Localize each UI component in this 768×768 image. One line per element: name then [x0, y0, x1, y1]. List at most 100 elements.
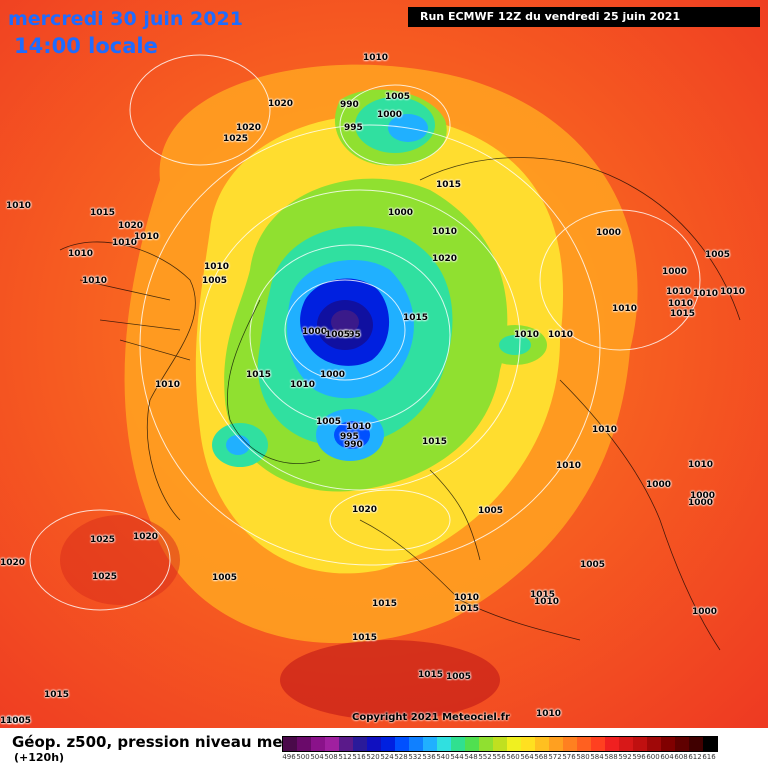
color-scale-value: 612 — [688, 753, 702, 761]
color-scale-value: 508 — [324, 753, 338, 761]
isobar-label: 1020 — [236, 123, 262, 133]
isobar-label: 1010 — [134, 232, 160, 242]
color-scale-value: 496 — [282, 753, 296, 761]
isobar-label: 1010 — [204, 262, 230, 272]
color-scale-value: 608 — [674, 753, 688, 761]
forecast-date: mercredi 30 juin 2021 — [8, 8, 243, 30]
color-scale-value: 544 — [450, 753, 464, 761]
color-scale-value: 532 — [408, 753, 422, 761]
color-scale-value: 592 — [618, 753, 632, 761]
isobar-label: 1005 — [316, 417, 342, 427]
isobar-label: 1005 — [446, 672, 472, 682]
isobar-label: 1005 — [478, 506, 504, 516]
color-scale-swatch — [395, 737, 409, 751]
color-scale-value: 560 — [506, 753, 520, 761]
color-scale-swatch — [325, 737, 339, 751]
isobar-label: 1010 — [68, 249, 94, 259]
isobar-label: 1015 — [246, 370, 272, 380]
color-scale-swatch — [689, 737, 703, 751]
color-scale-labels: 496 500 504 508 512 516 520 524 528 532 536 540 544 5… — [282, 753, 716, 761]
isobar-label: 1000 — [690, 491, 716, 501]
color-scale-swatch — [535, 737, 549, 751]
color-scale-swatch — [619, 737, 633, 751]
color-scale-swatch — [367, 737, 381, 751]
isobar-label: 1010 — [363, 53, 389, 63]
color-scale-swatch — [311, 737, 325, 751]
color-scale-value: 528 — [394, 753, 408, 761]
isobar-label: 1010 — [82, 276, 108, 286]
isobar-label: 1015 — [372, 599, 398, 609]
color-scale-value: 576 — [562, 753, 576, 761]
color-scale-swatch — [451, 737, 465, 751]
color-scale-swatch — [549, 737, 563, 751]
color-scale-value: 520 — [366, 753, 380, 761]
isobar-label: 1010 — [556, 461, 582, 471]
isobar-label: 1010 — [592, 425, 618, 435]
color-scale-value: 564 — [520, 753, 534, 761]
color-scale-swatch — [465, 737, 479, 751]
color-scale-swatch — [591, 737, 605, 751]
isobar-label: 1015 — [422, 437, 448, 447]
isobar-label: 1000 — [688, 498, 714, 508]
isobar-label: 1010 — [612, 304, 638, 314]
isobar-label: 1000 — [662, 267, 688, 277]
isobar-label: 1000 — [596, 228, 622, 238]
isobar-label: 1010 — [668, 299, 694, 309]
isobar-label: 1015 — [530, 590, 556, 600]
color-scale-swatch — [283, 737, 297, 751]
isobar-label: 1010 — [514, 330, 540, 340]
copyright-text: Copyright 2021 Meteociel.fr — [352, 712, 510, 723]
color-scale-swatch — [675, 737, 689, 751]
isobar-label: 990 — [340, 100, 359, 110]
isobar-label: 1020 — [352, 505, 378, 515]
color-scale-swatch — [647, 737, 661, 751]
color-scale-value: 500 — [296, 753, 310, 761]
isobar-label: 1010 — [155, 380, 181, 390]
isobar-label: 1015 — [44, 690, 70, 700]
isobar-label: 1025 — [0, 716, 26, 726]
isobar-label: 1015 — [418, 670, 444, 680]
isobar-label: 1005 — [325, 330, 351, 340]
color-scale-swatch — [409, 737, 423, 751]
isobar-label: 1010 — [290, 380, 316, 390]
color-scale-value: 516 — [352, 753, 366, 761]
isobar-label: 1005 — [212, 573, 238, 583]
isobar-label: 1010 — [536, 709, 562, 719]
color-scale-swatch — [353, 737, 367, 751]
isobar-label: 1000 — [302, 327, 328, 337]
isobar-label: 1005 — [705, 250, 731, 260]
isobar-label: 1020 — [0, 558, 26, 568]
isobar-label: 1005 — [202, 276, 228, 286]
legend-title: Géop. z500, pression niveau mer — [12, 733, 290, 751]
color-scale-swatch — [297, 737, 311, 751]
color-scale — [282, 736, 718, 752]
isobar-label: 1010 — [548, 330, 574, 340]
isobar-label: 1025 — [92, 572, 118, 582]
isobar-label: 995 — [344, 123, 363, 133]
color-scale-value: 524 — [380, 753, 394, 761]
isobar-label: 1025 — [223, 134, 249, 144]
color-scale-value: 616 — [702, 753, 716, 761]
color-scale-swatch — [661, 737, 675, 751]
color-scale-value: 580 — [576, 753, 590, 761]
isobar-label: 1010 — [6, 201, 32, 211]
color-scale-swatch — [521, 737, 535, 751]
color-scale-swatch — [479, 737, 493, 751]
isobar-label: 1015 — [454, 604, 480, 614]
isobar-label: 1010 — [666, 287, 692, 297]
color-scale-swatch — [381, 737, 395, 751]
color-scale-value: 556 — [492, 753, 506, 761]
color-scale-value: 600 — [646, 753, 660, 761]
color-scale-swatch — [507, 737, 521, 751]
isobar-label: 1020 — [118, 221, 144, 231]
color-scale-swatch — [423, 737, 437, 751]
color-scale-value: 584 — [590, 753, 604, 761]
isobar-label: 1005 — [580, 560, 606, 570]
color-scale-value: 588 — [604, 753, 618, 761]
isobar-label: 1000 — [320, 370, 346, 380]
color-scale-swatch — [563, 737, 577, 751]
isobar-label: 1010 — [112, 238, 138, 248]
isobar-label: 1000 — [646, 480, 672, 490]
color-scale-value: 536 — [422, 753, 436, 761]
isobar-label: 1000 — [377, 110, 403, 120]
